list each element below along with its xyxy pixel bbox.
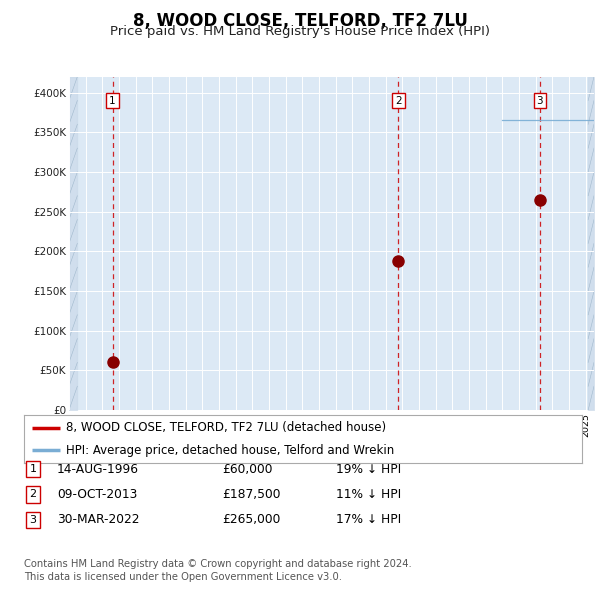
Text: 2: 2 — [29, 490, 37, 499]
Text: 17% ↓ HPI: 17% ↓ HPI — [336, 513, 401, 526]
Text: 1: 1 — [29, 464, 37, 474]
Text: 8, WOOD CLOSE, TELFORD, TF2 7LU (detached house): 8, WOOD CLOSE, TELFORD, TF2 7LU (detache… — [66, 421, 386, 434]
Text: £265,000: £265,000 — [222, 513, 280, 526]
Text: 09-OCT-2013: 09-OCT-2013 — [57, 488, 137, 501]
Text: 14-AUG-1996: 14-AUG-1996 — [57, 463, 139, 476]
Text: 19% ↓ HPI: 19% ↓ HPI — [336, 463, 401, 476]
Text: £187,500: £187,500 — [222, 488, 281, 501]
Text: Price paid vs. HM Land Registry's House Price Index (HPI): Price paid vs. HM Land Registry's House … — [110, 25, 490, 38]
Text: 2: 2 — [395, 96, 402, 106]
Text: 3: 3 — [536, 96, 543, 106]
Text: 11% ↓ HPI: 11% ↓ HPI — [336, 488, 401, 501]
Text: 8, WOOD CLOSE, TELFORD, TF2 7LU: 8, WOOD CLOSE, TELFORD, TF2 7LU — [133, 12, 467, 30]
Text: HPI: Average price, detached house, Telford and Wrekin: HPI: Average price, detached house, Telf… — [66, 444, 394, 457]
Text: 3: 3 — [29, 515, 37, 525]
Text: 30-MAR-2022: 30-MAR-2022 — [57, 513, 139, 526]
Text: This data is licensed under the Open Government Licence v3.0.: This data is licensed under the Open Gov… — [24, 572, 342, 582]
Text: 1: 1 — [109, 96, 116, 106]
Text: £60,000: £60,000 — [222, 463, 272, 476]
Text: Contains HM Land Registry data © Crown copyright and database right 2024.: Contains HM Land Registry data © Crown c… — [24, 559, 412, 569]
